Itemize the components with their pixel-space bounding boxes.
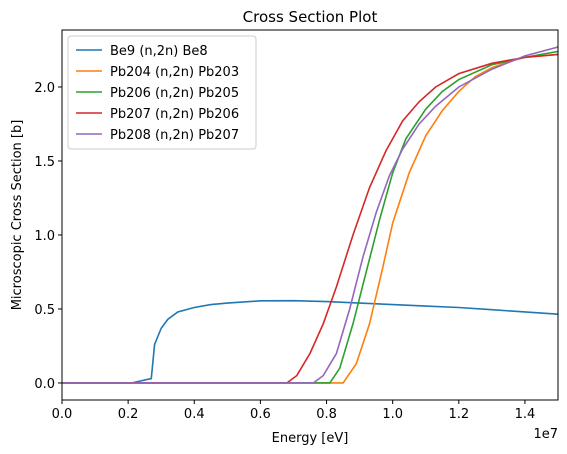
- legend-label: Pb206 (n,2n) Pb205: [110, 86, 239, 101]
- series-line: [62, 46, 558, 384]
- x-axis-label: Energy [eV]: [272, 431, 349, 446]
- x-offset-label: 1e7: [533, 427, 558, 442]
- x-tick-label: 0.6: [250, 407, 271, 422]
- x-tick-label: 0.0: [52, 407, 73, 422]
- series-line: [62, 299, 558, 384]
- y-tick-label: 0.5: [34, 303, 55, 318]
- y-tick-label: 1.0: [34, 229, 55, 244]
- y-axis-label: Microscopic Cross Section [b]: [10, 120, 25, 311]
- y-tick-label: 2.0: [34, 81, 55, 96]
- x-tick-label: 0.8: [316, 407, 337, 422]
- series-line: [62, 53, 558, 384]
- legend-label: Be9 (n,2n) Be8: [110, 44, 208, 59]
- series-line: [62, 53, 558, 384]
- legend: Be9 (n,2n) Be8 Pb204 (n,2n) Pb203 Pb206 (n…: [67, 35, 257, 150]
- x-tick-label: 1.2: [448, 407, 469, 422]
- x-tick-label: 0.2: [118, 407, 139, 422]
- x-tick-label: 1.0: [382, 407, 403, 422]
- y-tick-label: 0.0: [34, 377, 55, 392]
- x-tick-label: 1.4: [515, 407, 536, 422]
- legend-label: Pb208 (n,2n) Pb207: [110, 128, 239, 143]
- legend-label: Pb204 (n,2n) Pb203: [110, 65, 239, 80]
- y-tick-label: 1.5: [34, 155, 55, 170]
- x-tick-label: 0.4: [184, 407, 205, 422]
- plot-frame: [61, 29, 559, 401]
- chart-title: Cross Section Plot: [243, 8, 378, 26]
- legend-box: [67, 35, 257, 150]
- legend-label: Pb207 (n,2n) Pb206: [110, 107, 239, 122]
